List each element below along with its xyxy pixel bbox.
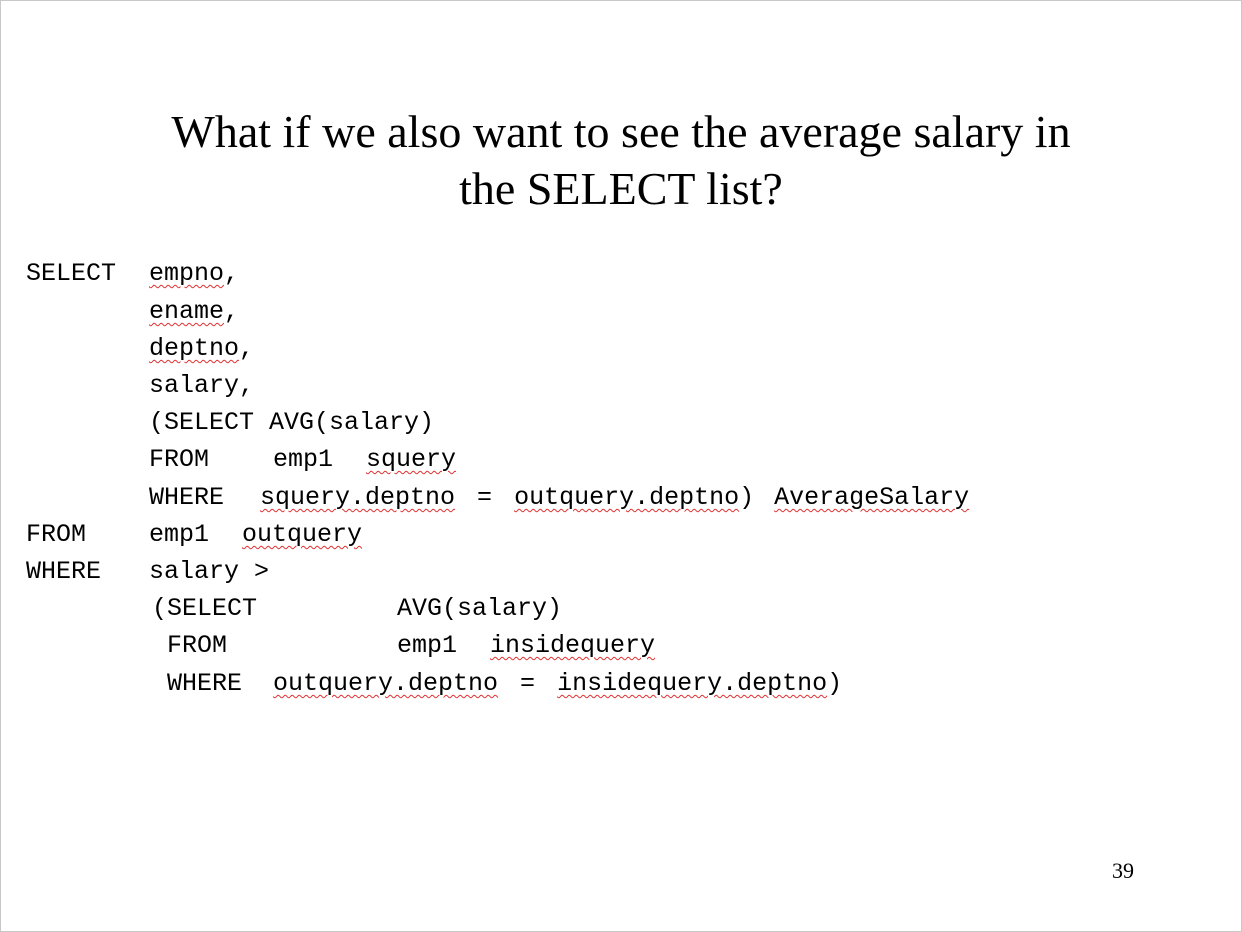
title-line-2: the SELECT list? — [459, 163, 783, 214]
column-empno: empno — [149, 259, 225, 288]
sql-keyword-from: FROM — [167, 631, 228, 660]
comma: , — [224, 297, 240, 326]
table-emp1: emp1 — [149, 520, 210, 549]
code-line-9: WHERE salary > — [26, 557, 269, 587]
alias-insidequery: insidequery — [490, 631, 656, 660]
alias-squery: squery — [366, 445, 457, 474]
equals-sign: = — [520, 669, 536, 698]
code-line-10: (SELECT AVG(salary) — [152, 594, 562, 624]
salary-comparison: salary > — [149, 557, 270, 586]
outquery-deptno: outquery.deptno — [514, 483, 740, 512]
column-deptno: deptno — [149, 334, 240, 363]
code-line-6: FROM emp1 squery — [149, 445, 456, 475]
comma: , — [239, 334, 255, 363]
squery-deptno: squery.deptno — [260, 483, 456, 512]
code-line-7: WHERE squery.deptno = outquery.deptno ) … — [149, 483, 969, 513]
code-line-11: FROM emp1 insidequery — [167, 631, 655, 661]
outquery-deptno: outquery.deptno — [273, 669, 499, 698]
sql-keyword-from: FROM — [149, 445, 210, 474]
title-line-1: What if we also want to see the average … — [171, 106, 1071, 157]
code-line-1: SELECT empno , — [26, 259, 239, 289]
code-line-3: deptno , — [149, 334, 254, 364]
code-line-2: ename , — [149, 297, 239, 327]
close-paren: ) — [827, 669, 843, 698]
insidequery-deptno: insidequery.deptno — [557, 669, 828, 698]
code-line-4: salary, — [149, 371, 254, 401]
comma: , — [224, 259, 240, 288]
subquery-select: (SELECT AVG(salary) — [149, 408, 435, 437]
sql-keyword-where: WHERE — [26, 557, 102, 586]
sql-keyword-select: SELECT — [26, 259, 117, 288]
slide-title: What if we also want to see the average … — [1, 103, 1241, 217]
sql-keyword-where: WHERE — [167, 669, 243, 698]
column-salary: salary, — [149, 371, 255, 400]
close-paren: ) — [739, 483, 755, 512]
avg-salary: AVG(salary) — [397, 594, 563, 623]
sql-keyword-from: FROM — [26, 520, 87, 549]
column-ename: ename — [149, 297, 225, 326]
table-emp1: emp1 — [273, 445, 334, 474]
subquery-select: (SELECT — [152, 594, 258, 623]
page-number: 39 — [1112, 858, 1134, 883]
code-line-12: WHERE outquery.deptno = insidequery.dept… — [167, 669, 842, 699]
code-line-8: FROM emp1 outquery — [26, 520, 362, 550]
sql-keyword-where: WHERE — [149, 483, 225, 512]
code-line-5: (SELECT AVG(salary) — [149, 408, 434, 438]
equals-sign: = — [477, 483, 493, 512]
table-emp1: emp1 — [397, 631, 458, 660]
alias-outquery: outquery — [242, 520, 363, 549]
alias-averagesalary: AverageSalary — [774, 483, 970, 512]
